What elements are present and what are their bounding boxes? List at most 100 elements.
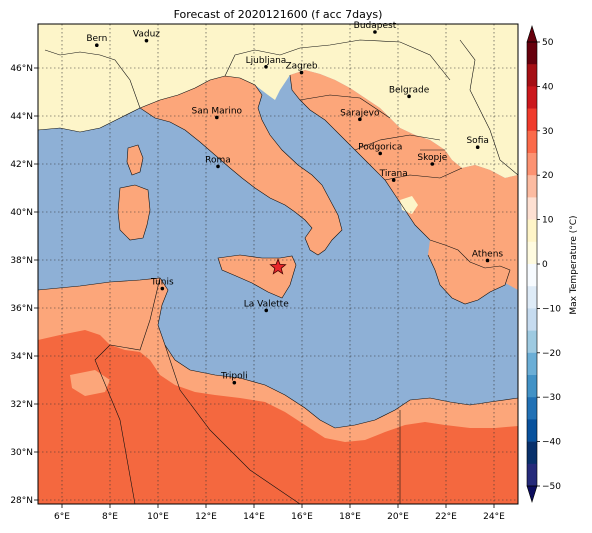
colorbar-tick-label: −40 <box>542 438 561 448</box>
colorbar-tick-label: 50 <box>542 38 554 48</box>
lat-tick-label: 32°N <box>10 400 33 410</box>
lon-tick-label: 12°E <box>195 512 217 522</box>
colorbar-tick-label: −50 <box>542 482 561 492</box>
figure-title: Forecast of 2020121600 (f acc 7days) <box>174 8 383 21</box>
city-dot <box>144 38 149 43</box>
lon-tick-label: 10°E <box>147 512 169 522</box>
colorbar: 50 40 30 20 10 0 −10 −20 −30 −40 −50 Max Temperatu… <box>526 24 579 504</box>
city-dot <box>391 178 396 182</box>
city-label: Tunis <box>150 278 174 288</box>
city-label: Skopje <box>417 153 447 163</box>
star-marker-icon <box>269 258 287 275</box>
city-label: Podgorica <box>358 142 402 152</box>
land-africa-patch <box>70 370 110 396</box>
city-label: Sofia <box>466 136 488 146</box>
colorbar-cell <box>527 352 537 376</box>
colorbar-cell <box>527 219 537 243</box>
lat-tick-label: 42°N <box>10 160 33 170</box>
lat-tick-label: 34°N <box>10 352 33 362</box>
city-dot <box>299 70 304 75</box>
city-dot <box>407 94 411 99</box>
city-label: Belgrade <box>389 85 430 95</box>
land-sardinia <box>118 185 150 240</box>
lon-tick-label: 18°E <box>339 512 361 522</box>
colorbar-cell <box>527 308 537 331</box>
lon-tick-label: 6°E <box>54 512 70 522</box>
colorbar-cell <box>527 42 537 65</box>
colorbar-top-arrow <box>526 24 538 43</box>
city-label: Bern <box>86 34 107 44</box>
land-north <box>38 24 518 178</box>
lat-tick-label: 46°N <box>10 64 33 74</box>
city-dot <box>358 117 362 122</box>
city-label: Tripoli <box>220 372 248 382</box>
city-dot <box>160 286 165 291</box>
city-label: Athens <box>472 249 503 259</box>
city-dot <box>378 151 383 156</box>
city-label: San Marino <box>192 106 243 116</box>
city-label: Tirana <box>379 169 408 179</box>
colorbar-tick-label: 20 <box>542 171 554 181</box>
lon-tick-label: 22°E <box>435 512 457 522</box>
colorbar-cell <box>527 130 537 154</box>
lon-tick-label: 20°E <box>387 512 409 522</box>
lon-tick-label: 14°E <box>243 512 265 522</box>
colorbar-cell <box>527 463 537 487</box>
colorbar-label: Max Temperature (°C) <box>569 215 579 314</box>
city-label: Budapest <box>354 21 397 31</box>
lon-tick-label: 16°E <box>291 512 313 522</box>
lat-tick-label: 40°N <box>10 208 33 218</box>
colorbar-bottom-arrow <box>526 485 538 504</box>
colorbar-cell <box>527 419 537 442</box>
lon-tick-labels: 6°E 8°E 10°E 12°E 14°E 16°E 18°E 20°E 22… <box>54 512 505 522</box>
colorbar-tick-label: 30 <box>542 127 554 137</box>
colorbar-cell <box>527 86 537 109</box>
colorbar-cell <box>527 197 537 220</box>
map-panel: 6°E 8°E 10°E 12°E 14°E 16°E 18°E 20°E 22… <box>10 21 519 522</box>
graticule <box>38 24 518 504</box>
colorbar-cell <box>527 375 537 398</box>
lat-tick-label: 44°N <box>10 112 33 122</box>
city-dot <box>95 43 99 47</box>
map-frame <box>37 23 519 505</box>
city-dot <box>264 65 268 69</box>
colorbar-cell <box>527 175 537 198</box>
colorbar-cell <box>527 108 537 132</box>
lat-tick-label: 28°N <box>10 496 33 506</box>
city-dot <box>215 115 219 120</box>
city-dot <box>485 258 490 263</box>
colorbar-tick-label: 0 <box>542 260 548 270</box>
city-dot <box>232 380 237 385</box>
lat-tick-label: 38°N <box>10 256 33 266</box>
city-dot <box>216 164 220 169</box>
colorbar-tick-label: 40 <box>542 82 554 92</box>
lat-tick-label: 36°N <box>10 304 33 314</box>
colorbar-cell <box>527 241 537 265</box>
colorbar-cell <box>527 330 537 354</box>
colorbar-cell <box>527 441 537 465</box>
city-label: Ljubljana <box>246 56 287 66</box>
city-label: La Valette <box>244 299 289 309</box>
city-label: Vaduz <box>133 30 160 40</box>
city-dot <box>373 30 377 34</box>
land-corsica <box>127 145 143 175</box>
land-italy <box>140 76 342 255</box>
colorbar-cell <box>527 64 537 87</box>
city-label: Roma <box>205 155 231 165</box>
colorbar-cell <box>527 286 537 309</box>
colorbar-tick-label: 10 <box>542 216 554 226</box>
land-greece <box>428 240 510 304</box>
colorbar-tick-label: −30 <box>542 393 561 403</box>
city-label: Sarajevo <box>340 108 380 118</box>
colorbar-tick-label: −10 <box>542 304 561 314</box>
colorbar-cell <box>527 264 537 287</box>
city-dot <box>475 145 480 149</box>
lat-tick-labels: 28°N 30°N 32°N 34°N 36°N 38°N 40°N 42°N … <box>10 64 33 506</box>
colorbar-cell <box>527 153 537 176</box>
lon-tick-label: 8°E <box>102 512 118 522</box>
lat-tick-label: 30°N <box>10 448 33 458</box>
land-balkans <box>290 70 518 290</box>
colorbar-cell <box>527 397 537 420</box>
